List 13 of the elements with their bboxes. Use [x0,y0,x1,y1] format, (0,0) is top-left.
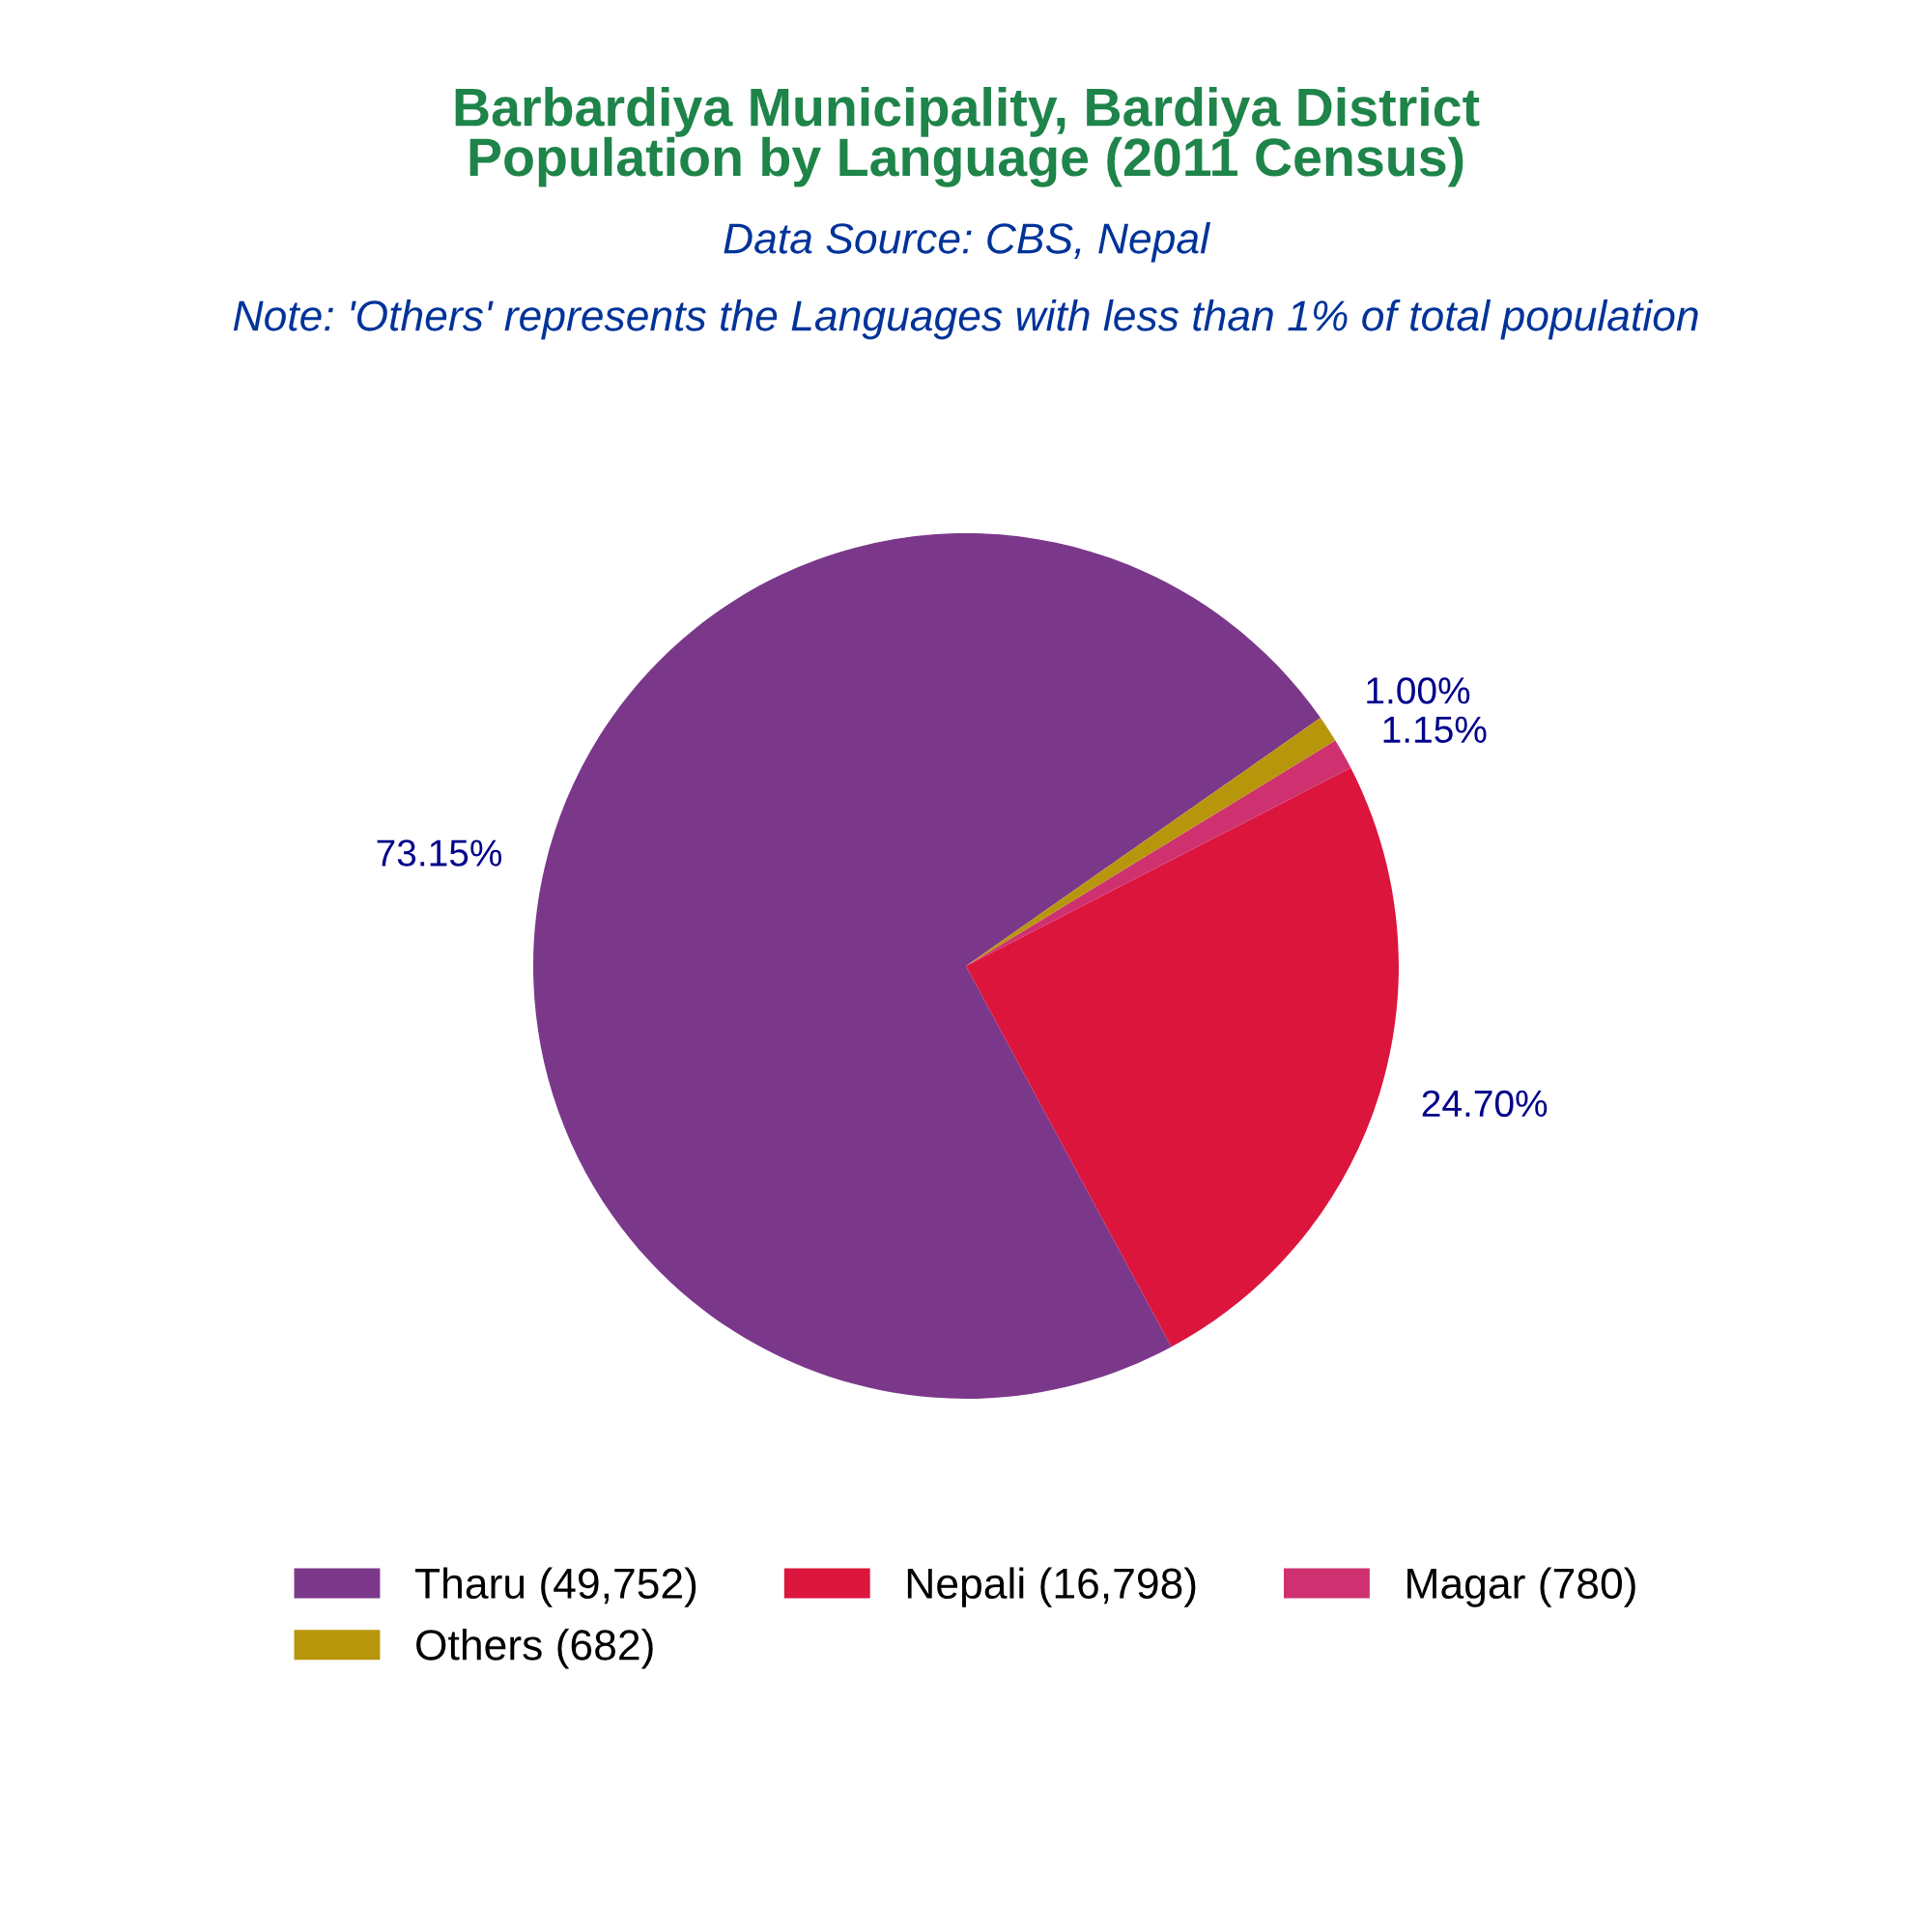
pie-slice [966,767,1399,1348]
text: Note: 'Others' represents the Languages with less than 1% of total population [233,299,1698,340]
chart-title: Barbardiya Municipality, Bardiya District Population by Language (2011 Census) [455,87,1480,187]
data-label: 1.00% [1367,677,1470,704]
data-label: 24.70% [1422,1090,1548,1118]
legend-label: Tharu (49,752) [414,1567,696,1607]
legend-label: Others (682) [416,1629,653,1669]
legend-label: Magar (780) [1407,1567,1635,1607]
legend-label: Nepali (16,798) [907,1567,1196,1607]
pie-slice [533,533,1321,1399]
data-label: 1.15% [1383,716,1487,744]
chart-subtitle: Data Source: CBS, Nepal [724,222,1210,263]
data-label: 73.15% [377,839,502,867]
